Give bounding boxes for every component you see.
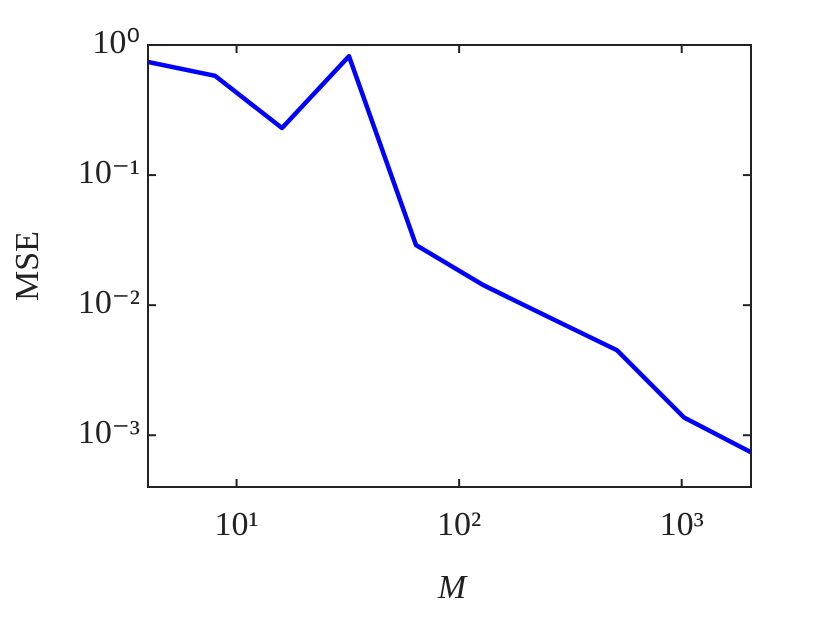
y-tick-label: 10⁻²	[78, 284, 140, 321]
x-tick-label: 10¹	[214, 506, 258, 543]
data-line	[148, 53, 751, 455]
x-axis-label: M	[437, 569, 468, 606]
x-tick-label: 10³	[660, 506, 704, 543]
x-tick-label: 10²	[437, 506, 481, 543]
y-axis-label: MSE	[9, 231, 46, 301]
plot-frame	[147, 44, 752, 488]
y-tick-label: 10⁻¹	[78, 154, 140, 191]
y-tick-label: 10⁰	[92, 24, 140, 61]
y-tick-label: 10⁻³	[78, 414, 140, 451]
